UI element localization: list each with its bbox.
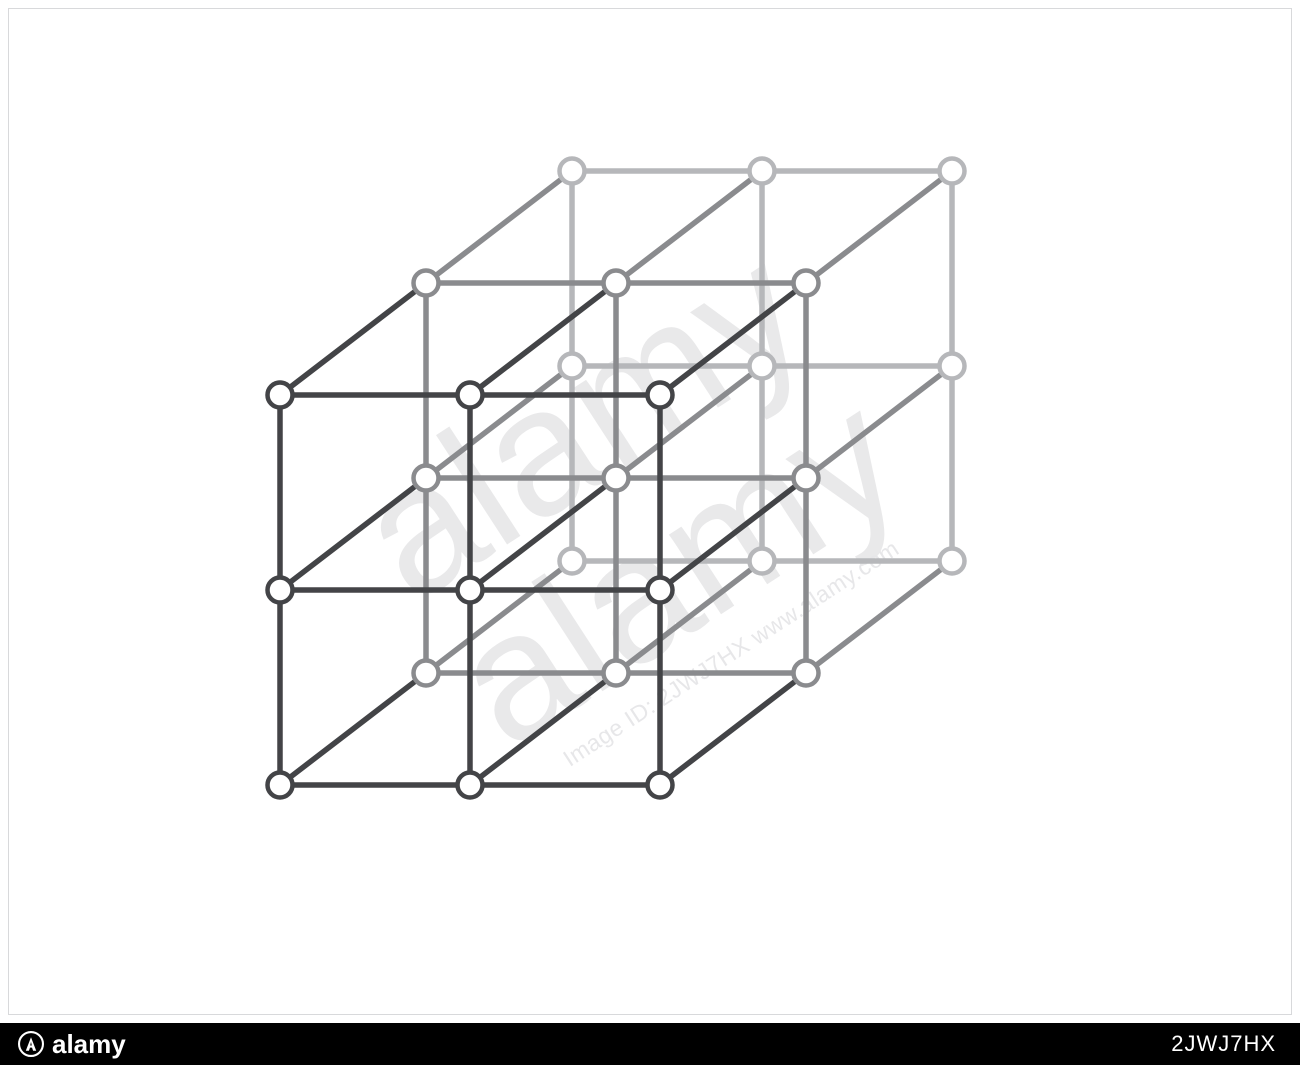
lattice-nodes (268, 159, 965, 798)
footer-bar: alamy 2JWJ7HX (0, 1023, 1300, 1065)
brand-a-icon (18, 1031, 44, 1057)
image-id-label: 2JWJ7HX (1171, 1031, 1300, 1057)
brand-text: alamy (52, 1029, 126, 1060)
brand-logo: alamy (0, 1029, 126, 1060)
cubic-lattice-diagram (0, 0, 1300, 1023)
